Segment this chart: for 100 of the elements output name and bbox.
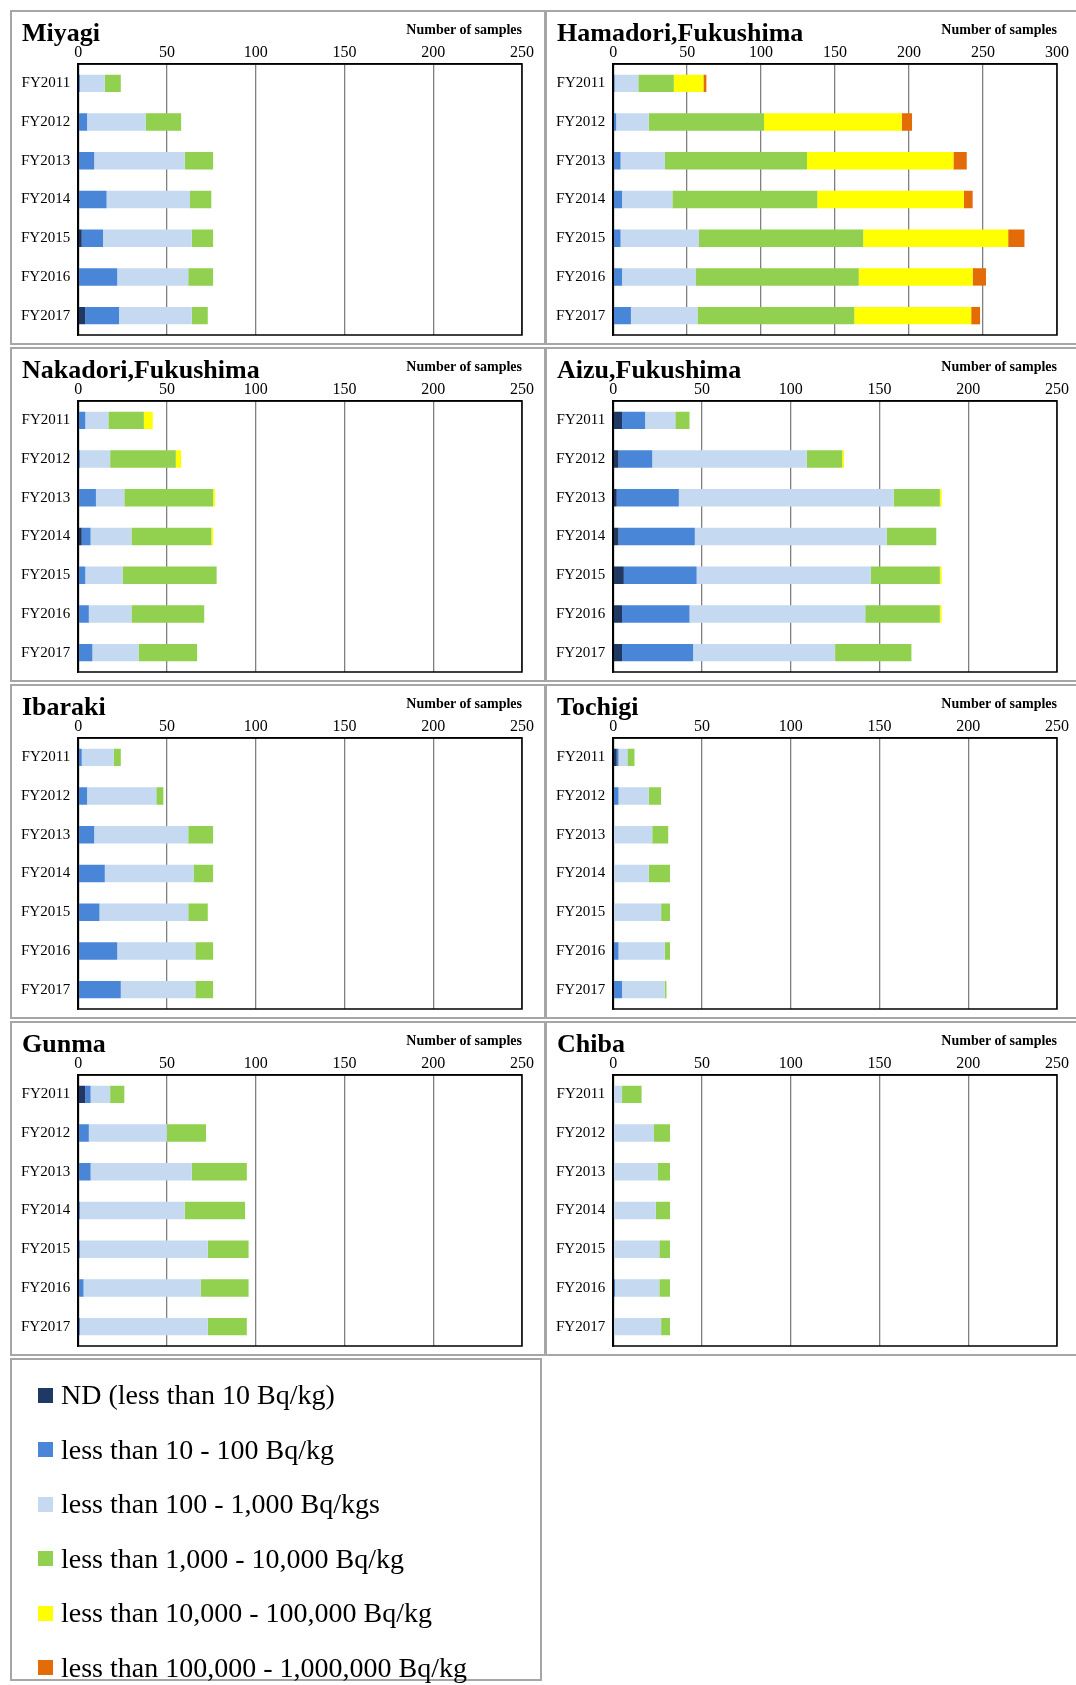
bar [659, 1240, 670, 1258]
x-tick-label: 250 [510, 379, 534, 397]
x-tick-label: 50 [158, 716, 175, 734]
bar [616, 489, 679, 507]
bar [613, 787, 619, 805]
y-tick-label: FY2013 [20, 1162, 71, 1179]
y-tick-label: FY2017 [555, 643, 606, 660]
bar [613, 1163, 658, 1181]
y-tick-label: FY2015 [555, 229, 606, 246]
bar [613, 1240, 660, 1258]
bar [78, 306, 86, 325]
y-tick-label: FY2015 [20, 566, 71, 583]
bar [652, 450, 807, 468]
bar [188, 826, 214, 844]
bar [78, 1279, 84, 1297]
y-tick-label: FY2012 [555, 1124, 606, 1141]
bar [618, 450, 653, 468]
bar [79, 450, 111, 468]
bar [627, 748, 635, 767]
bar [145, 113, 182, 131]
bar [175, 450, 182, 468]
bar [613, 152, 621, 170]
bar [120, 980, 196, 999]
bar [131, 527, 212, 546]
y-tick-label: FY2012 [20, 113, 71, 130]
y-tick-label: FY2012 [20, 1124, 71, 1141]
bar [694, 527, 887, 546]
y-tick-label: FY2014 [20, 1201, 71, 1218]
x-tick-label: 200 [421, 716, 446, 734]
bar [697, 306, 855, 325]
bar [613, 268, 623, 286]
bar [90, 1163, 192, 1181]
legend-label: less than 100 - 1,000 Bq/kgs [61, 1488, 380, 1521]
bar [103, 229, 192, 247]
bar [613, 566, 624, 584]
bar [693, 643, 836, 662]
bar [618, 527, 695, 546]
bar [78, 566, 86, 584]
bar [806, 152, 954, 170]
y-tick-label: FY2013 [555, 1162, 606, 1179]
bar [190, 190, 212, 209]
bar [613, 1201, 656, 1220]
bar [85, 306, 120, 325]
bar [622, 605, 690, 623]
bar [613, 1124, 655, 1142]
bar [623, 566, 697, 584]
y-tick-label: FY2016 [20, 1278, 71, 1295]
bar [78, 903, 100, 921]
x-axis-title: Number of samples [941, 1033, 1058, 1049]
bar [87, 113, 146, 131]
x-tick-label: 250 [510, 42, 534, 60]
legend-label: ND (less than 10 Bq/kg) [61, 1379, 335, 1412]
y-tick-label: FY2014 [555, 864, 606, 881]
x-tick-label: 100 [243, 1053, 268, 1071]
bar [696, 566, 871, 584]
bar [94, 152, 185, 170]
y-tick-label: FY2012 [555, 787, 606, 804]
bar [648, 787, 662, 805]
bar [78, 748, 82, 767]
y-tick-label: FY2015 [555, 1240, 606, 1257]
bar [613, 411, 623, 430]
bar [78, 268, 118, 286]
bar [79, 74, 105, 93]
bar [858, 268, 973, 286]
bar [654, 1124, 670, 1142]
bar [143, 411, 153, 430]
bar [613, 643, 623, 662]
x-tick-label: 200 [956, 716, 981, 734]
bar [1008, 229, 1025, 247]
bar [195, 942, 214, 960]
bar [886, 527, 937, 546]
bar [613, 903, 662, 921]
bar [689, 605, 866, 623]
bar [655, 1201, 670, 1220]
bar [138, 643, 198, 662]
bar [95, 489, 125, 507]
x-tick-label: 250 [1045, 1053, 1069, 1071]
bar [166, 1124, 206, 1142]
y-tick-label: FY2017 [555, 306, 606, 323]
bar [616, 113, 649, 131]
bar [78, 980, 121, 999]
x-axis-title: Number of samples [941, 696, 1058, 712]
bar [90, 527, 132, 546]
bar [678, 489, 894, 507]
bar [696, 268, 859, 286]
x-axis-title: Number of samples [941, 22, 1058, 38]
legend-label: less than 10,000 - 100,000 Bq/kg [61, 1597, 432, 1630]
x-axis-title: Number of samples [941, 359, 1058, 375]
bar [131, 605, 205, 623]
bar [85, 1085, 91, 1104]
y-tick-label: FY2016 [555, 267, 606, 284]
y-tick-label: FY2016 [20, 267, 71, 284]
y-tick-label: FY2011 [21, 1085, 71, 1102]
x-tick-label: 100 [243, 716, 268, 734]
bar [78, 1163, 91, 1181]
bar [614, 1279, 660, 1297]
bar [188, 903, 208, 921]
bar [963, 190, 973, 209]
bar [104, 74, 121, 93]
bar [613, 450, 619, 468]
